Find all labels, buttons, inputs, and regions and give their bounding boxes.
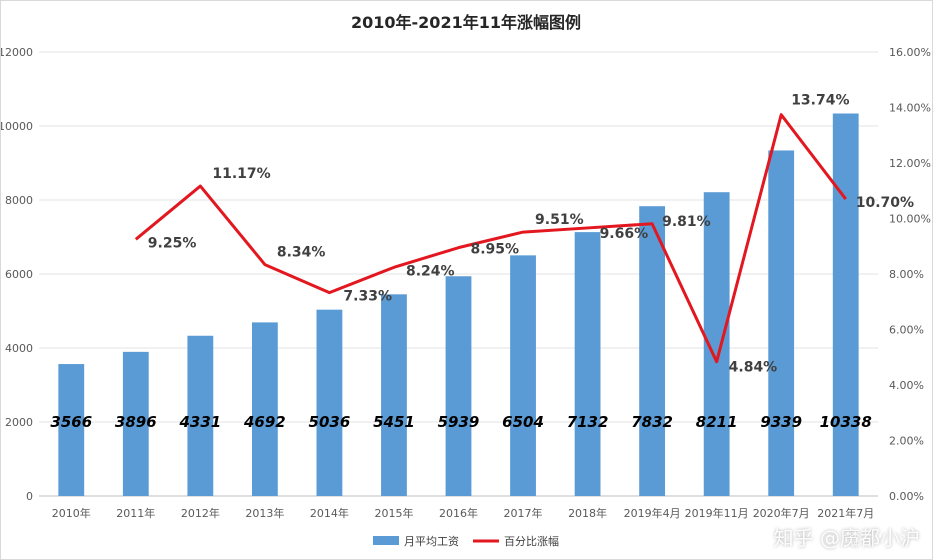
x-axis-tick-label: 2019年4月 — [624, 506, 681, 520]
x-axis-tick-label: 2017年 — [504, 506, 543, 520]
right-axis-tick-label: 8.00% — [889, 268, 924, 281]
right-axis-tick-label: 2.00% — [889, 435, 924, 448]
line-value-label: 4.84% — [729, 360, 778, 376]
line-value-label: 10.70% — [856, 195, 914, 211]
bar-value-label: 7132 — [567, 413, 609, 431]
line-value-label: 9.51% — [535, 212, 584, 228]
left-axis-tick-label: 4000 — [5, 342, 33, 355]
bar — [251, 322, 278, 496]
left-axis-tick-label: 8000 — [5, 194, 33, 207]
x-axis-tick-label: 2015年 — [374, 506, 413, 520]
left-axis-tick-label: 6000 — [5, 268, 33, 281]
bar-value-label: 3896 — [115, 413, 157, 431]
left-axis-tick-label: 0 — [26, 490, 33, 503]
line-value-label: 9.25% — [148, 235, 197, 251]
x-axis-tick-label: 2012年 — [181, 506, 220, 520]
right-axis-tick-label: 0.00% — [889, 490, 924, 503]
bar-value-label: 10338 — [820, 413, 872, 431]
legend-label-line: 百分比涨幅 — [504, 535, 559, 548]
zhihu-watermark: 知乎 @魔都小沪 — [773, 526, 920, 550]
legend-label-bars: 月平均工资 — [404, 535, 459, 548]
bar-value-label: 4331 — [178, 413, 221, 431]
line-value-label: 8.95% — [471, 242, 520, 258]
bar — [445, 276, 472, 496]
line-value-label: 7.33% — [343, 289, 392, 305]
bar — [187, 335, 214, 496]
bar — [574, 232, 601, 496]
bar-value-label: 5939 — [438, 413, 480, 431]
bar-value-label: 6504 — [502, 413, 544, 431]
bar — [639, 206, 666, 496]
line-value-label: 13.74% — [791, 93, 849, 109]
x-axis-tick-label: 2020年7月 — [753, 506, 810, 520]
left-axis-tick-label: 10000 — [1, 120, 33, 133]
right-axis-tick-label: 14.00% — [889, 102, 931, 115]
x-axis-tick-label: 2018年 — [568, 506, 607, 520]
bar — [832, 113, 859, 496]
right-axis-tick-label: 10.00% — [889, 213, 931, 226]
bar-value-label: 7832 — [631, 413, 673, 431]
x-axis-tick-label: 2011年 — [116, 506, 155, 520]
bar — [510, 255, 536, 496]
x-axis-tick-label: 2014年 — [310, 506, 349, 520]
bar-value-label: 9339 — [760, 413, 802, 431]
bar — [58, 364, 85, 496]
left-axis-tick-label: 12000 — [1, 46, 33, 59]
x-axis-tick-label: 2021年7月 — [817, 506, 874, 520]
x-axis-tick-label: 2019年11月 — [685, 506, 749, 520]
line-value-label: 8.24% — [406, 263, 455, 279]
bar-value-label: 5036 — [309, 413, 351, 431]
bar-value-label: 4692 — [243, 413, 286, 431]
line-value-label: 9.66% — [600, 226, 649, 242]
left-axis-tick-label: 2000 — [5, 416, 33, 429]
line-value-label: 9.81% — [662, 214, 711, 230]
right-axis-tick-label: 4.00% — [889, 379, 924, 392]
right-axis-tick-label: 6.00% — [889, 324, 924, 337]
x-axis-tick-label: 2013年 — [245, 506, 284, 520]
legend-swatch-bars — [373, 536, 399, 545]
bar — [122, 351, 149, 496]
right-axis-tick-label: 16.00% — [889, 46, 931, 59]
bar — [316, 309, 343, 496]
bar — [768, 150, 795, 496]
line-value-label: 11.17% — [212, 166, 270, 182]
bar-value-label: 5451 — [373, 413, 415, 431]
percent-change-line — [134, 113, 847, 364]
bar-value-label: 3566 — [50, 413, 92, 431]
bar — [381, 294, 407, 496]
bar-value-label: 8211 — [696, 413, 738, 431]
line-value-label: 8.34% — [277, 245, 326, 261]
x-axis-tick-label: 2010年 — [52, 506, 91, 520]
x-axis-tick-label: 2016年 — [439, 506, 478, 520]
right-axis-tick-label: 12.00% — [889, 157, 931, 170]
chart-title: 2010年-2021年11年涨幅图例 — [351, 13, 581, 32]
